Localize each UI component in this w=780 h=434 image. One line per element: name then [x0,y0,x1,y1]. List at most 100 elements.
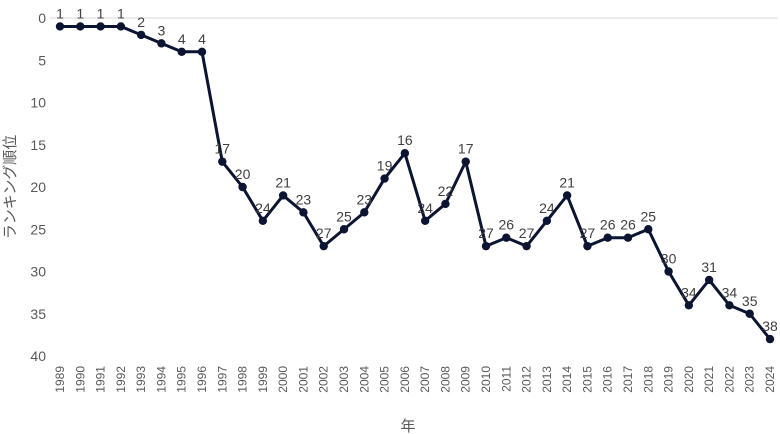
data-label: 1 [117,5,125,21]
data-point [136,30,146,40]
x-tick-label: 2019 [662,366,676,393]
y-tick-label: 40 [30,348,46,364]
y-tick-label: 10 [30,95,46,111]
y-tick-label: 20 [30,179,46,195]
data-label: 16 [397,132,413,148]
data-label: 27 [478,225,494,241]
data-point [664,267,673,276]
x-tick-label: 1993 [134,366,148,393]
data-point [55,22,65,31]
y-tick-label: 30 [30,264,46,280]
data-point [420,216,430,225]
x-tick-label: 2003 [337,366,351,393]
x-tick-label: 1999 [256,366,270,393]
x-tick-label: 2008 [438,366,452,393]
y-tick-label: 25 [30,221,46,237]
data-label: 3 [158,22,166,38]
data-label: 1 [97,5,105,21]
data-point [765,334,775,344]
x-tick-label: 2000 [276,366,290,393]
series-line [60,24,772,341]
data-label: 25 [336,208,352,224]
data-point [461,157,470,166]
data-point [502,233,511,242]
data-point [542,216,552,225]
x-tick-label: 1990 [73,366,87,393]
data-label: 19 [377,158,393,174]
data-label: 38 [762,318,778,334]
data-point [177,47,186,56]
x-tick-label: 2004 [357,366,371,393]
x-tick-label: 2014 [560,366,574,393]
y-tick-label: 5 [38,52,46,68]
data-point [258,216,268,225]
x-tick-label: 2021 [702,366,716,393]
data-point [157,39,166,48]
data-point [400,149,410,158]
y-axis-ticks: 0 5 10 15 20 25 30 35 40 [30,10,46,364]
x-tick-label: 2016 [601,366,615,393]
data-label: 27 [580,225,596,241]
x-tick-label: 2005 [378,366,392,393]
data-point [339,225,349,234]
data-point [218,157,227,166]
data-label: 4 [178,31,186,47]
x-tick-label: 2018 [641,366,655,393]
data-point [623,233,633,242]
x-tick-label: 2024 [763,366,777,393]
data-label: 26 [498,217,514,233]
data-label: 24 [255,200,271,216]
y-tick-label: 0 [38,10,46,26]
data-point [360,208,369,217]
data-label: 27 [316,225,332,241]
x-tick-label: 1991 [94,366,108,393]
x-tick-label: 2017 [621,366,635,393]
x-tick-label: 2001 [296,366,310,393]
data-point [299,208,308,217]
data-point [522,241,531,251]
data-label: 17 [458,141,474,157]
x-tick-label: 2023 [743,366,757,393]
x-tick-label: 2007 [418,366,432,393]
data-point [684,301,694,310]
data-label: 22 [438,183,454,199]
data-label: 35 [742,293,758,309]
x-tick-label: 1996 [195,366,209,393]
data-label: 20 [235,166,251,182]
data-point [603,233,612,242]
x-tick-label: 2009 [459,366,473,393]
data-point [745,309,754,318]
data-label: 34 [722,284,738,300]
data-point [76,22,85,31]
data-label: 26 [600,217,616,233]
x-tick-label: 2020 [682,366,696,393]
x-tick-label: 2012 [520,366,534,393]
x-tick-label: 2015 [580,366,594,393]
data-point [562,191,572,200]
x-tick-label: 1998 [236,366,250,393]
x-tick-label: 1989 [53,366,67,393]
data-point [238,182,247,192]
x-tick-label: 1995 [175,366,189,393]
data-label: 23 [356,191,372,207]
y-tick-label: 35 [30,306,46,322]
x-axis-ticks: 1989 1990 1991 1992 1993 1994 1995 1996 1997 1998… [53,366,777,393]
data-point [278,191,288,200]
data-point [441,199,450,209]
data-label: 30 [661,251,677,267]
data-point [116,22,126,31]
x-axis-title: 年 [400,417,415,434]
x-tick-label: 2011 [499,366,513,392]
data-label: 17 [214,141,230,157]
data-point [197,47,207,56]
data-points [55,22,775,344]
x-tick-label: 2013 [540,366,554,393]
x-tick-label: 2006 [398,366,412,393]
data-label: 21 [559,174,575,190]
data-label: 26 [620,217,636,233]
data-label: 23 [296,191,312,207]
data-label: 31 [701,259,717,275]
data-point [704,275,714,285]
